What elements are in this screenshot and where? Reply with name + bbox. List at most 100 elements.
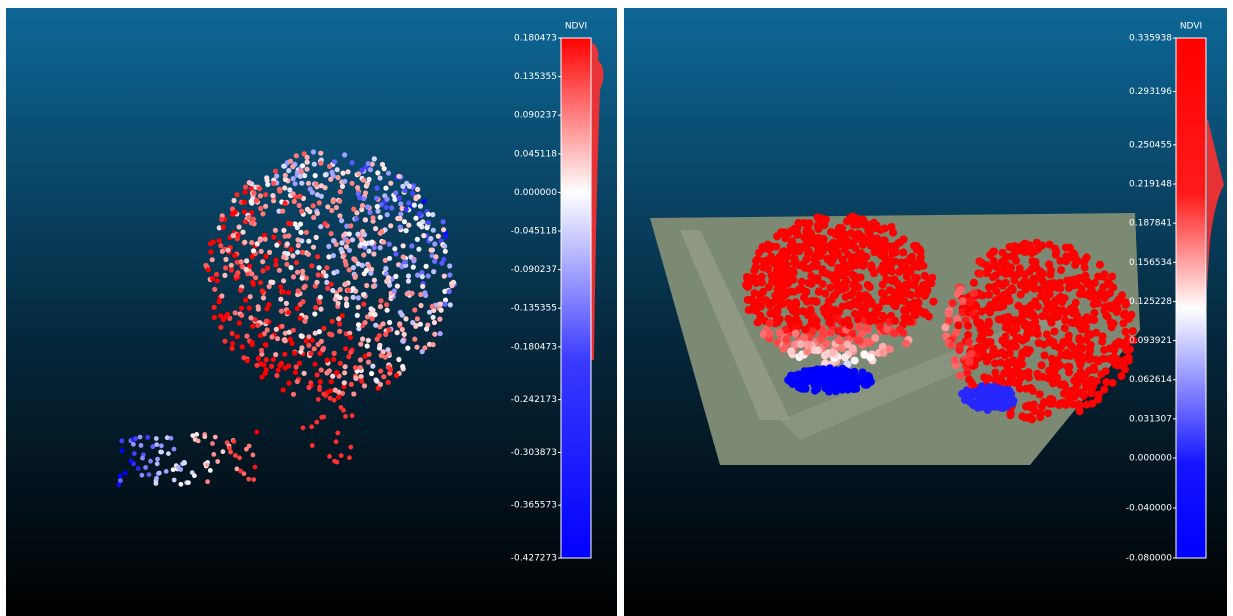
point (246, 215, 251, 220)
point (1063, 349, 1071, 357)
point (397, 321, 402, 326)
point (315, 211, 320, 216)
point (225, 248, 230, 253)
point (234, 192, 239, 197)
point (218, 243, 223, 248)
point (273, 169, 278, 174)
point (948, 341, 956, 349)
point (336, 395, 341, 400)
point (1026, 321, 1034, 329)
point (306, 181, 311, 186)
tick-label: -0.045118 (511, 227, 557, 237)
point (233, 210, 238, 215)
point (1068, 252, 1076, 260)
point (353, 376, 358, 381)
point (1057, 266, 1065, 274)
point (750, 267, 758, 275)
point (317, 265, 322, 270)
point (883, 326, 891, 334)
point (286, 290, 291, 295)
point (377, 333, 382, 338)
point (1095, 292, 1103, 300)
point (918, 288, 926, 296)
point (300, 276, 305, 281)
tick-label: 0.000000 (514, 188, 557, 198)
point (1075, 334, 1083, 342)
point (951, 356, 959, 364)
point (441, 227, 446, 232)
point (823, 270, 831, 278)
point (345, 239, 350, 244)
point (230, 346, 235, 351)
point (963, 391, 971, 399)
point (1051, 328, 1059, 336)
point (1086, 381, 1094, 389)
point (821, 352, 829, 360)
point (256, 356, 261, 361)
point (811, 375, 819, 383)
point (808, 280, 816, 288)
point (992, 298, 1000, 306)
point (410, 191, 415, 196)
point (299, 238, 304, 243)
point (295, 225, 300, 230)
point (407, 184, 412, 189)
point (330, 319, 335, 324)
point (344, 301, 349, 306)
point (263, 237, 268, 242)
point (350, 160, 355, 165)
tick-label: 0.250455 (1129, 140, 1172, 150)
point (359, 374, 364, 379)
point (406, 279, 411, 284)
point (288, 221, 293, 226)
point (243, 297, 248, 302)
point (243, 190, 248, 195)
point (260, 374, 265, 379)
point (1023, 346, 1031, 354)
point (451, 280, 456, 285)
point (222, 273, 227, 278)
point (318, 307, 323, 312)
tick-label: -0.040000 (1126, 503, 1172, 513)
point (297, 194, 302, 199)
point (906, 301, 914, 309)
point (301, 285, 306, 290)
point (1109, 320, 1117, 328)
point (154, 476, 159, 481)
point (334, 439, 339, 444)
point (337, 321, 342, 326)
point (801, 326, 809, 334)
point (1065, 332, 1073, 340)
point (315, 372, 320, 377)
point (273, 258, 278, 263)
point (827, 319, 835, 327)
point (393, 274, 398, 279)
point (374, 379, 379, 384)
point (318, 151, 323, 156)
point (278, 297, 283, 302)
point (349, 382, 354, 387)
point (966, 398, 974, 406)
point (1028, 415, 1036, 423)
tick-label: -0.242173 (511, 395, 557, 405)
point (329, 282, 334, 287)
tick-label: -0.135355 (511, 304, 557, 314)
point (855, 323, 863, 331)
point (372, 278, 377, 283)
point (1002, 253, 1010, 261)
point (317, 300, 322, 305)
point (338, 361, 343, 366)
point (285, 241, 290, 246)
point (1099, 273, 1107, 281)
point (296, 243, 301, 248)
tick-label: 0.000000 (1129, 453, 1172, 463)
point (378, 215, 383, 220)
point (1020, 280, 1028, 288)
point (233, 453, 238, 458)
point (343, 262, 348, 267)
point (283, 338, 288, 343)
point (314, 280, 319, 285)
point (253, 465, 258, 470)
point (1021, 309, 1029, 317)
point (1041, 351, 1049, 359)
